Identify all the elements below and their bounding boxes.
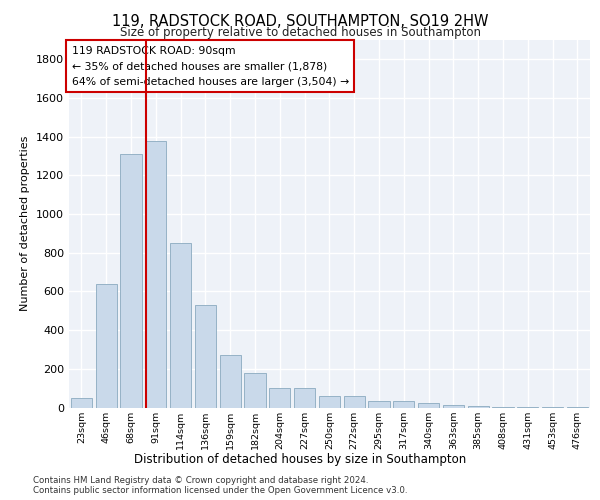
Text: 119, RADSTOCK ROAD, SOUTHAMPTON, SO19 2HW: 119, RADSTOCK ROAD, SOUTHAMPTON, SO19 2H… [112, 14, 488, 29]
Bar [542, 406, 563, 408]
Text: Size of property relative to detached houses in Southampton: Size of property relative to detached ho… [119, 26, 481, 39]
Text: 119 RADSTOCK ROAD: 90sqm
← 35% of detached houses are smaller (1,878)
64% of sem: 119 RADSTOCK ROAD: 90sqm ← 35% of detach… [71, 46, 349, 86]
Bar [121, 154, 142, 407]
Bar [443, 404, 464, 407]
Bar [220, 356, 241, 408]
Bar [269, 388, 290, 407]
Bar [294, 388, 315, 407]
Bar [95, 284, 117, 408]
Bar [145, 140, 166, 407]
Text: Distribution of detached houses by size in Southampton: Distribution of detached houses by size … [134, 452, 466, 466]
Bar [195, 305, 216, 408]
Bar [467, 406, 489, 407]
Bar [567, 406, 588, 408]
Text: Contains HM Land Registry data © Crown copyright and database right 2024.
Contai: Contains HM Land Registry data © Crown c… [33, 476, 407, 496]
Y-axis label: Number of detached properties: Number of detached properties [20, 136, 31, 312]
Bar [170, 243, 191, 408]
Bar [418, 402, 439, 407]
Bar [244, 372, 266, 408]
Bar [393, 400, 415, 407]
Bar [517, 406, 538, 408]
Bar [493, 406, 514, 408]
Bar [319, 396, 340, 407]
Bar [71, 398, 92, 407]
Bar [368, 400, 389, 407]
Bar [344, 396, 365, 407]
